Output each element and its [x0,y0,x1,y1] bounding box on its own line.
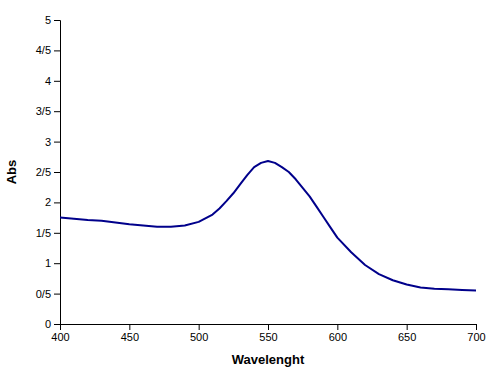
y-axis-tick-label: 0 [45,318,51,330]
x-axis-tick-label: 550 [259,331,277,343]
y-axis-tick-label: 4/5 [36,44,51,56]
x-axis-tick-label: 700 [467,331,485,343]
y-axis-tick-mark [54,50,60,51]
x-axis-tick: 650 [398,324,416,343]
y-axis-tick-mark [54,81,60,82]
y-axis-tick: 0/5 [36,288,60,300]
y-axis-tick-mark [54,263,60,264]
y-axis-tick-label: 0/5 [36,288,51,300]
x-axis-title: Wavelenght [232,352,305,367]
x-axis-tick-label: 450 [121,331,139,343]
x-axis-tick: 450 [121,324,139,343]
y-axis-tick: 2/5 [36,166,60,178]
y-axis-tick: 1/5 [36,227,60,239]
x-axis-tick: 500 [190,324,208,343]
y-axis-title: Abs [4,160,19,185]
y-axis-tick: 1 [45,257,60,269]
y-axis-tick: 2 [45,196,60,208]
x-axis-tick: 550 [259,324,277,343]
x-axis-tick-mark [268,324,269,330]
y-axis-tick-label: 3 [45,136,51,148]
y-axis-tick-label: 4 [45,75,51,87]
line [60,161,476,291]
y-axis-tick-mark [54,111,60,112]
x-axis-tick-label: 650 [398,331,416,343]
y-axis-tick-label: 2 [45,196,51,208]
y-axis-tick: 3/5 [36,105,60,117]
y-axis-tick-mark [54,142,60,143]
x-axis-tick-mark [476,324,477,330]
x-axis-tick-label: 500 [190,331,208,343]
x-axis: 400 450 500 550 600 650 700 [51,324,485,343]
y-axis-tick-label: 1 [45,257,51,269]
y-axis-tick-mark [54,294,60,295]
y-axis-tick: 0 [45,318,60,330]
x-axis-line [61,325,477,331]
y-axis-line [54,21,61,325]
y-axis-tick-label: 3/5 [36,105,51,117]
y-axis-tick-mark [54,233,60,234]
x-axis-tick-mark [407,324,408,330]
y-axis: 0 0/5 1 1/5 2 2/5 3 3/5 4 4/5 5 [36,14,61,330]
x-axis-tick: 700 [467,324,485,343]
plot: 400 450 500 550 600 650 700 0 0/5 1 1/5 2 2/5 3 3/5 4 4/… [4,14,486,367]
marks [60,161,476,291]
y-axis-tick-label: 2/5 [36,166,51,178]
chart: 400 450 500 550 600 650 700 0 0/5 1 1/5 2 2/5 3 3/5 4 4/… [0,0,500,376]
x-axis-tick-label: 400 [51,331,69,343]
y-axis-tick-mark [54,20,60,21]
x-axis-tick-mark [129,324,130,330]
x-axis-tick: 400 [51,324,69,343]
y-axis-tick: 5 [45,14,60,26]
y-axis-tick: 4 [45,75,60,87]
y-axis-tick-mark [54,324,60,325]
y-axis-tick: 4/5 [36,44,60,56]
y-axis-tick-label: 1/5 [36,227,51,239]
x-axis-tick-mark [199,324,200,330]
y-axis-tick-mark [54,172,60,173]
x-axis-tick: 600 [329,324,347,343]
y-axis-tick: 3 [45,136,60,148]
x-axis-tick-mark [337,324,338,330]
y-axis-tick-mark [54,202,60,203]
y-axis-tick-label: 5 [45,14,51,26]
x-axis-tick-label: 600 [329,331,347,343]
